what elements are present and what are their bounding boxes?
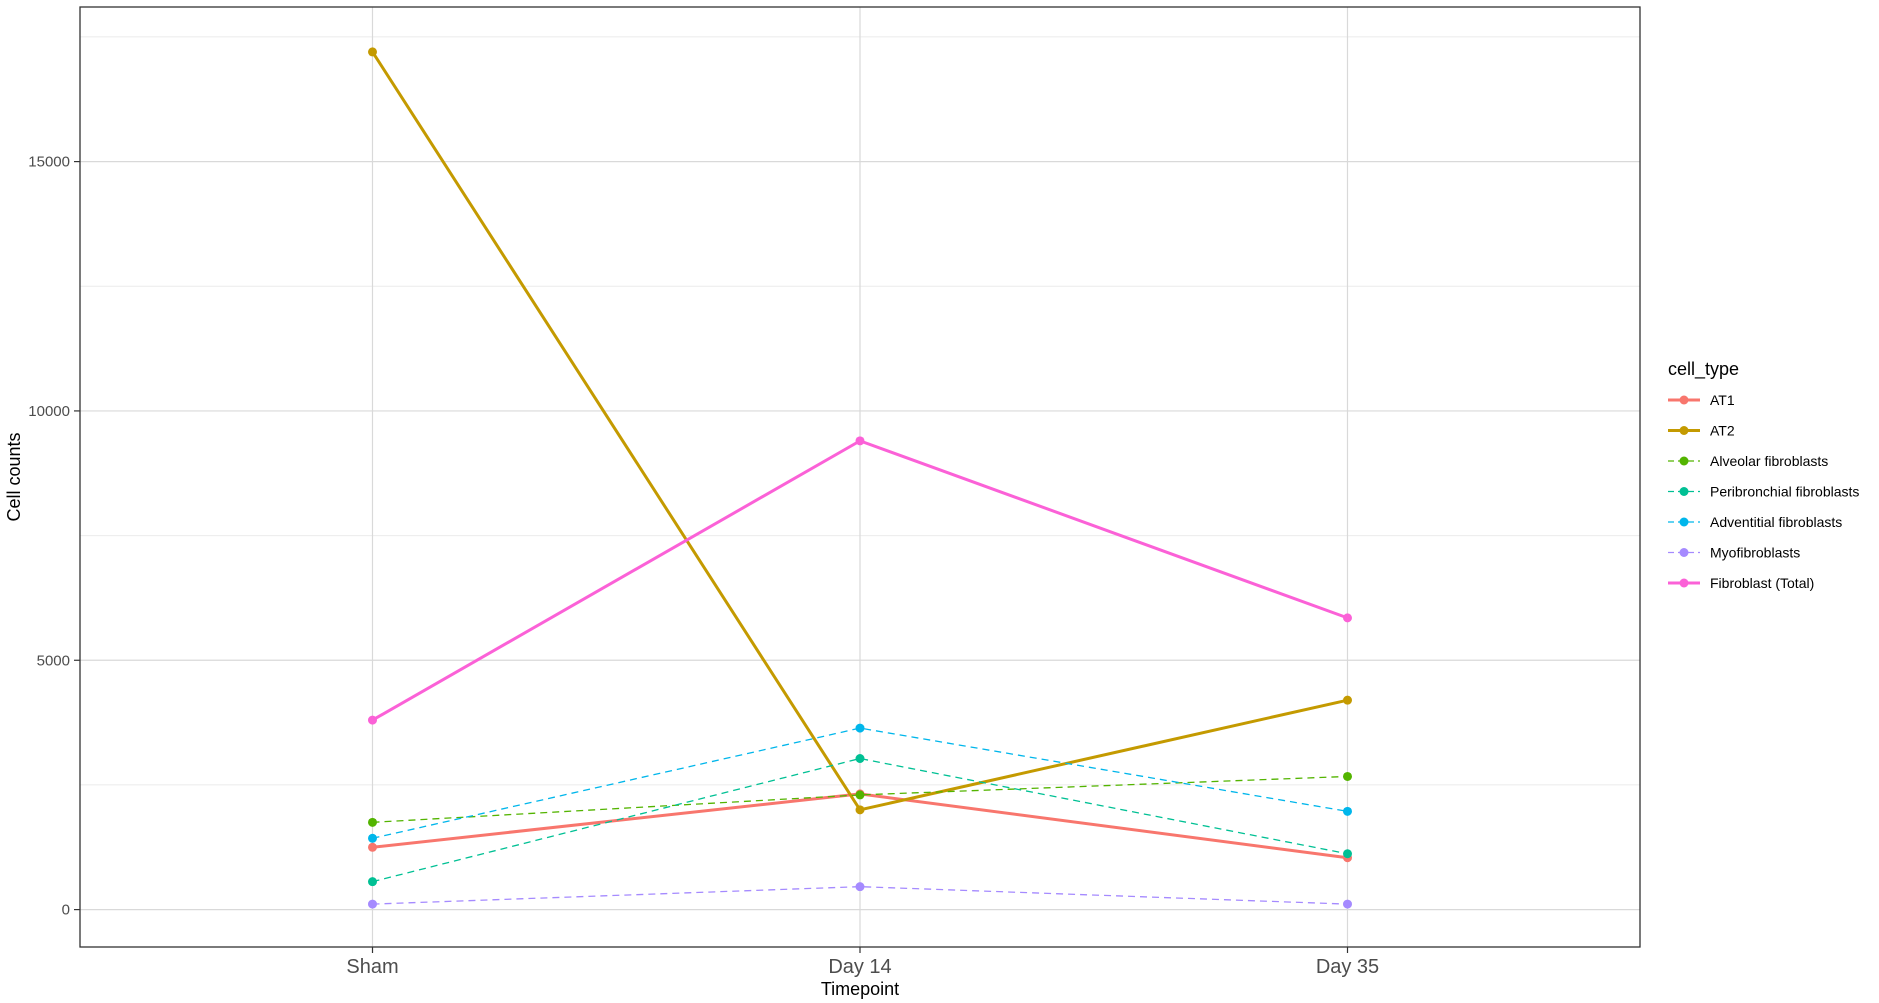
data-point bbox=[855, 805, 865, 815]
series-line bbox=[372, 886, 1348, 905]
data-point bbox=[368, 817, 377, 827]
y-tick-label: 5000 bbox=[37, 652, 70, 669]
legend-label: AT1 bbox=[1710, 392, 1735, 408]
data-point bbox=[855, 790, 865, 800]
legend-item: Adventitial fibroblasts bbox=[1668, 514, 1842, 530]
legend-label: Myofibroblasts bbox=[1710, 545, 1800, 561]
legend-item: Fibroblast (Total) bbox=[1668, 575, 1814, 591]
legend-key-point bbox=[1679, 487, 1689, 496]
data-point bbox=[368, 47, 377, 57]
legend-item: Alveolar fibroblasts bbox=[1668, 453, 1828, 469]
legend-item: Peribronchial fibroblasts bbox=[1668, 484, 1859, 500]
legend-key-point bbox=[1679, 426, 1689, 435]
series-line bbox=[372, 727, 1348, 839]
legend-key-point bbox=[1679, 395, 1689, 405]
legend-label: Peribronchial fibroblasts bbox=[1710, 484, 1859, 500]
legend-label: AT2 bbox=[1710, 423, 1735, 439]
x-tick-label: Sham bbox=[346, 956, 398, 978]
data-point bbox=[855, 436, 865, 446]
data-point bbox=[368, 842, 377, 852]
data-point bbox=[1343, 899, 1352, 909]
series-fibroblast-total bbox=[368, 436, 1352, 725]
legend-title: cell_type bbox=[1668, 359, 1739, 380]
legend-key-point bbox=[1679, 517, 1689, 527]
legend-item: AT1 bbox=[1668, 392, 1735, 408]
series-adventitial-fibroblasts bbox=[368, 723, 1352, 843]
series-peribronchial-fibroblasts bbox=[368, 754, 1352, 887]
data-point bbox=[368, 715, 377, 725]
data-point bbox=[368, 833, 377, 843]
y-tick-label: 0 bbox=[62, 902, 70, 919]
series-line bbox=[372, 775, 1348, 823]
legend: cell_type AT1 AT2 Alveolar fibroblasts Peri… bbox=[1668, 359, 1859, 591]
data-point bbox=[368, 899, 377, 909]
data-point bbox=[1343, 613, 1352, 623]
series-alveolar-fibroblasts bbox=[368, 771, 1352, 827]
data-point bbox=[1343, 849, 1352, 859]
y-axis-ticks: 0 5000 10000 15000 bbox=[28, 154, 80, 919]
series-at2 bbox=[368, 47, 1352, 815]
y-axis-title: Cell counts bbox=[4, 432, 24, 521]
legend-item: Myofibroblasts bbox=[1668, 545, 1800, 561]
data-point bbox=[1343, 695, 1352, 705]
data-point bbox=[1343, 771, 1352, 781]
series-myofibroblasts bbox=[368, 882, 1352, 909]
legend-label: Adventitial fibroblasts bbox=[1710, 514, 1842, 530]
x-axis-title: Timepoint bbox=[821, 979, 899, 999]
legend-key-point bbox=[1679, 548, 1689, 557]
data-point bbox=[368, 877, 377, 887]
legend-item: AT2 bbox=[1668, 423, 1735, 439]
x-axis-ticks: Sham Day 14 Day 35 bbox=[346, 947, 1379, 978]
legend-label: Alveolar fibroblasts bbox=[1710, 453, 1828, 469]
data-point bbox=[855, 882, 865, 892]
series-line bbox=[372, 757, 1348, 883]
legend-key-point bbox=[1679, 456, 1689, 466]
x-tick-label: Day 14 bbox=[828, 956, 891, 978]
data-point bbox=[1343, 806, 1352, 816]
legend-key-point bbox=[1679, 578, 1689, 588]
x-tick-label: Day 35 bbox=[1316, 956, 1379, 978]
y-tick-label: 15000 bbox=[28, 154, 70, 171]
series-layer bbox=[368, 47, 1352, 909]
y-tick-label: 10000 bbox=[28, 403, 70, 420]
data-point bbox=[855, 723, 865, 733]
legend-items: AT1 AT2 Alveolar fibroblasts Peribronchial … bbox=[1668, 392, 1859, 591]
data-point bbox=[855, 754, 865, 764]
legend-label: Fibroblast (Total) bbox=[1710, 575, 1814, 591]
